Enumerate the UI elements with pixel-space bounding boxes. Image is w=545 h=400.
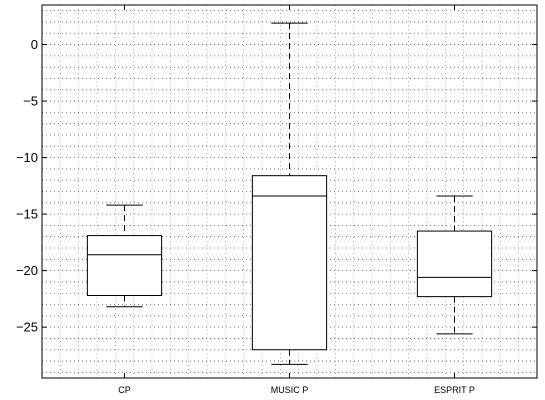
box-iqr [86,235,163,296]
box-esprit-p [416,195,493,335]
y-axis: 0 −5 −10 −15 −20 −25 [16,37,537,335]
y-tick-label: 0 [31,37,38,52]
box-iqr [251,175,328,351]
x-category-label: MUSIC P [271,385,309,395]
box-series [86,22,493,365]
box-iqr [416,230,493,298]
y-tick-label: −15 [16,207,38,222]
y-tick-label: −25 [16,320,38,335]
box-cp [86,204,163,308]
y-tick-label: −20 [16,263,38,278]
x-category-label: CP [118,385,131,395]
y-tick-label: −5 [23,94,38,109]
y-tick-label: −10 [16,150,38,165]
plot-frame [41,4,538,379]
x-axis: CP MUSIC P ESPRIT P [118,5,475,395]
x-category-label: ESPRIT P [434,385,475,395]
box-music-p [251,22,328,365]
